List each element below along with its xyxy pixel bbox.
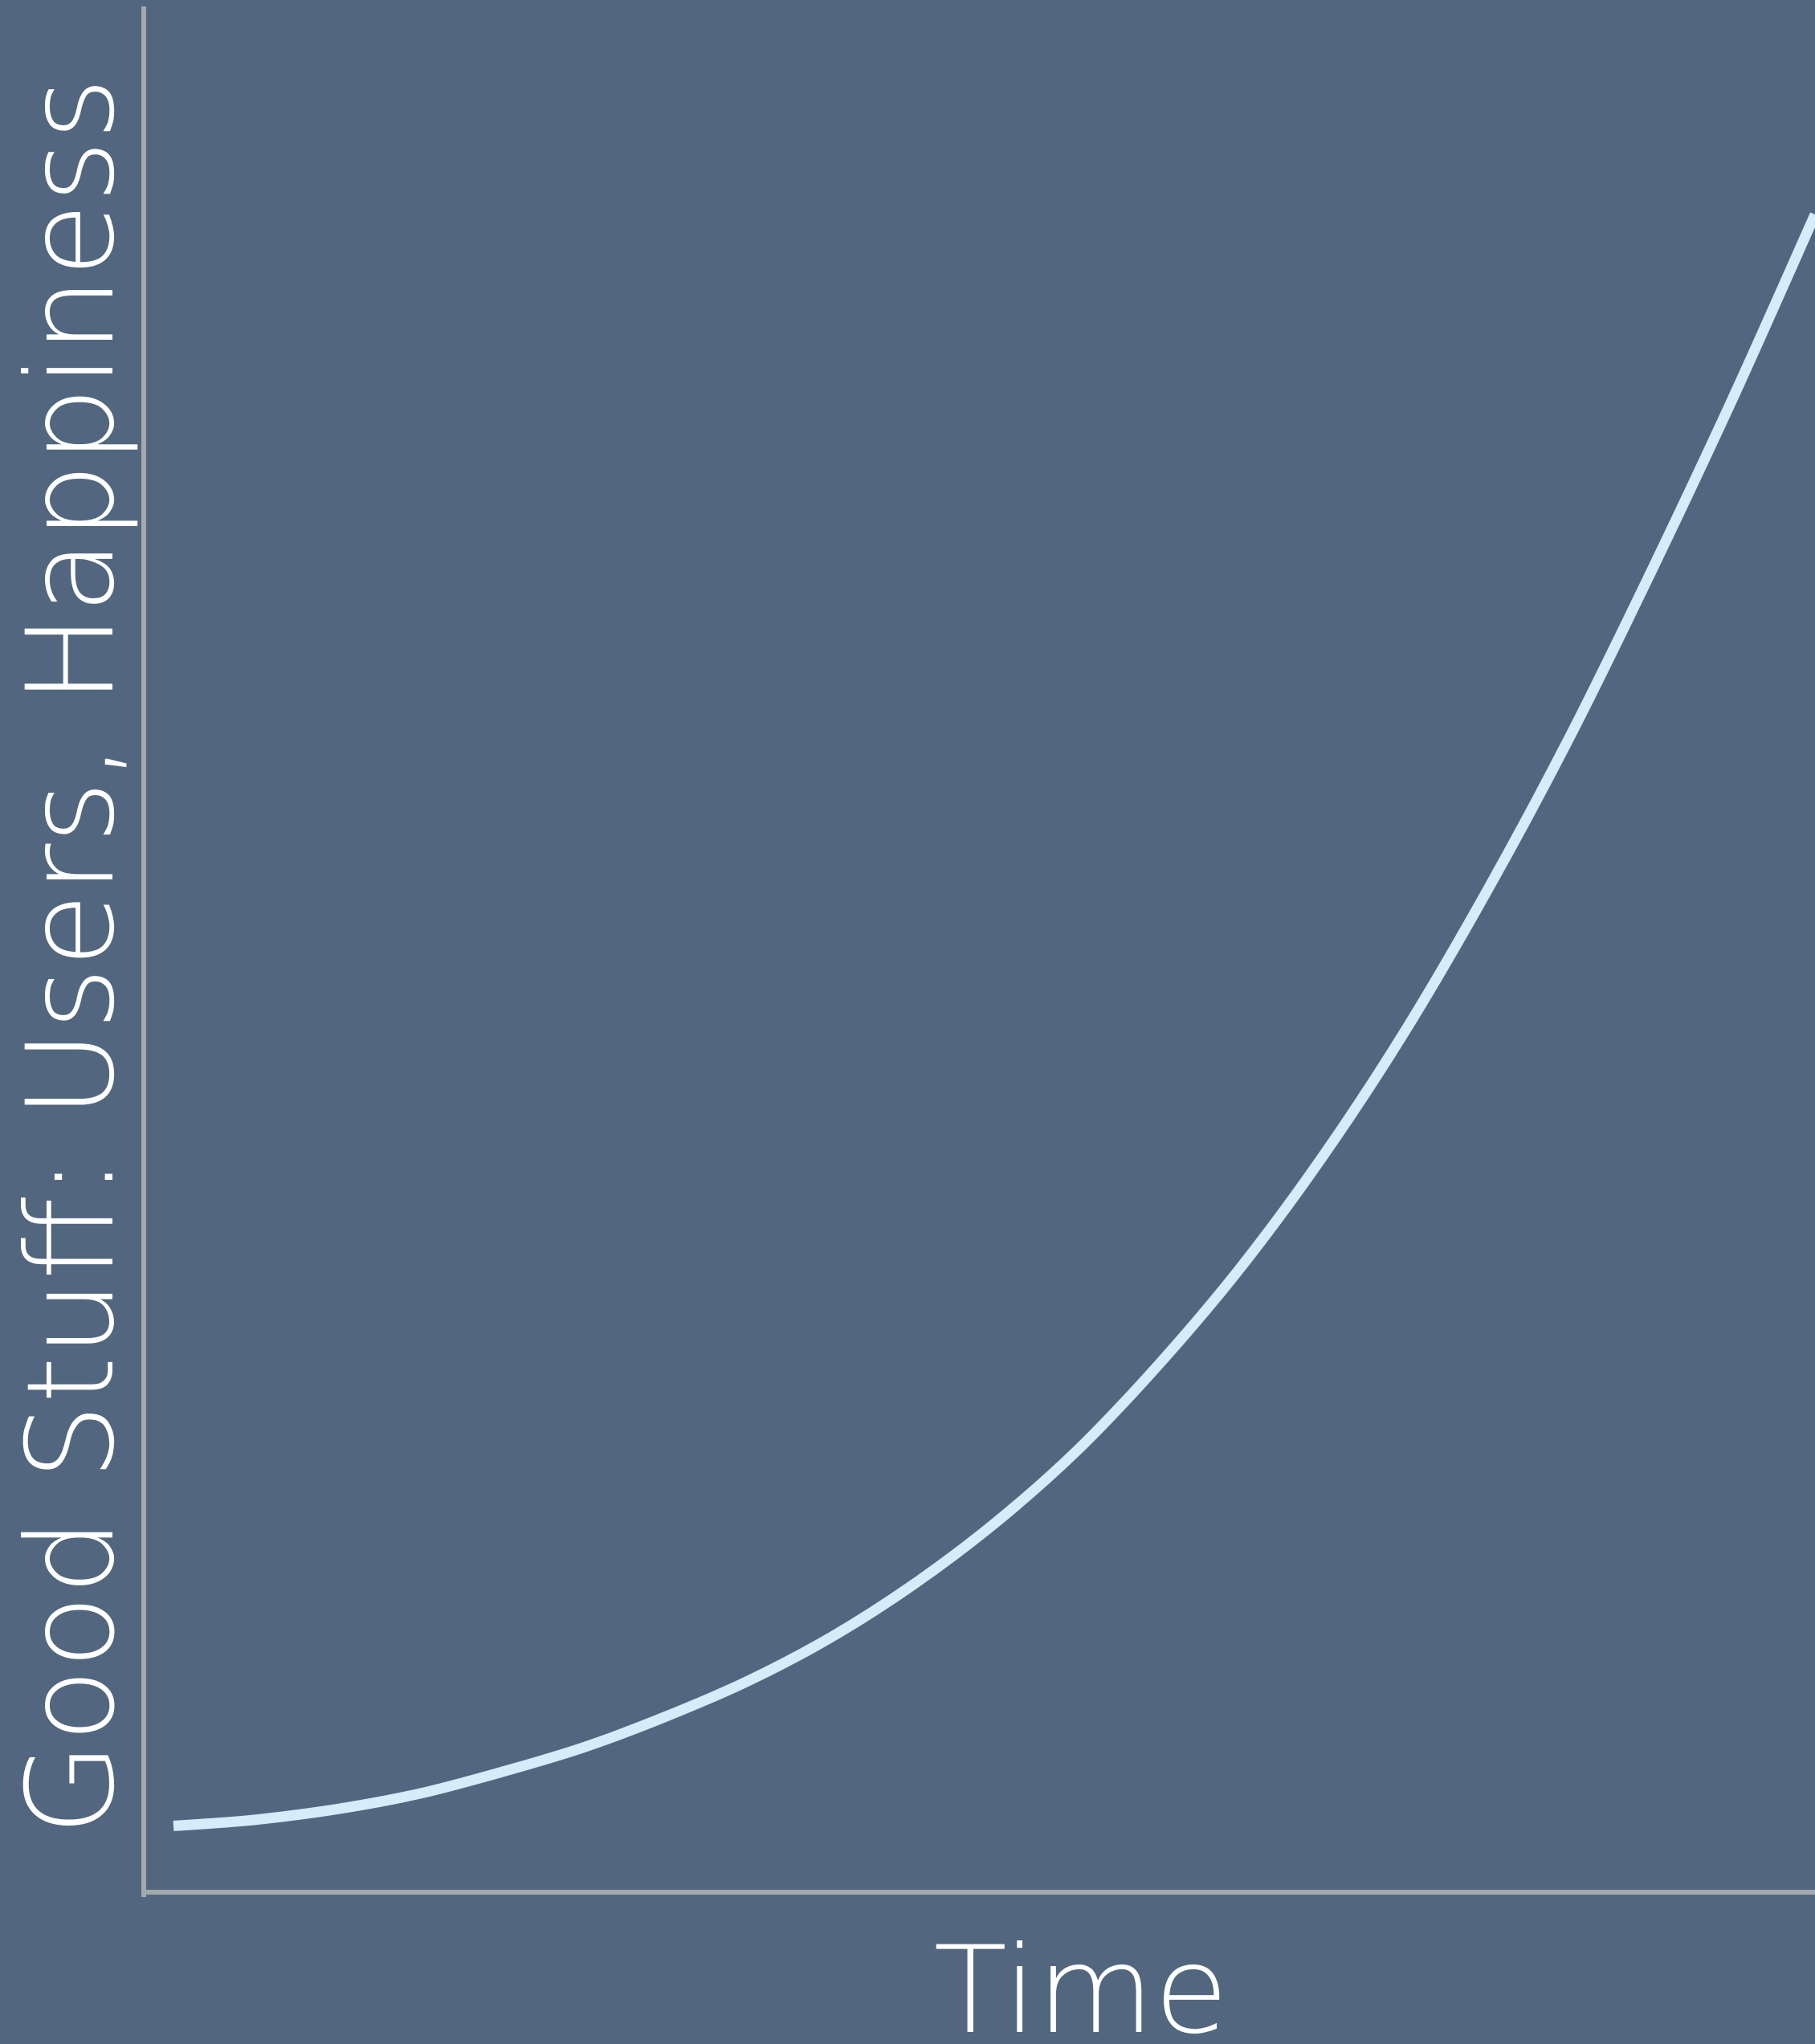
y-axis-label: Good Stuff: Users, Happiness [2,77,141,1835]
growth-curve [173,212,1815,1831]
x-axis-label: Time [933,1921,1228,2044]
